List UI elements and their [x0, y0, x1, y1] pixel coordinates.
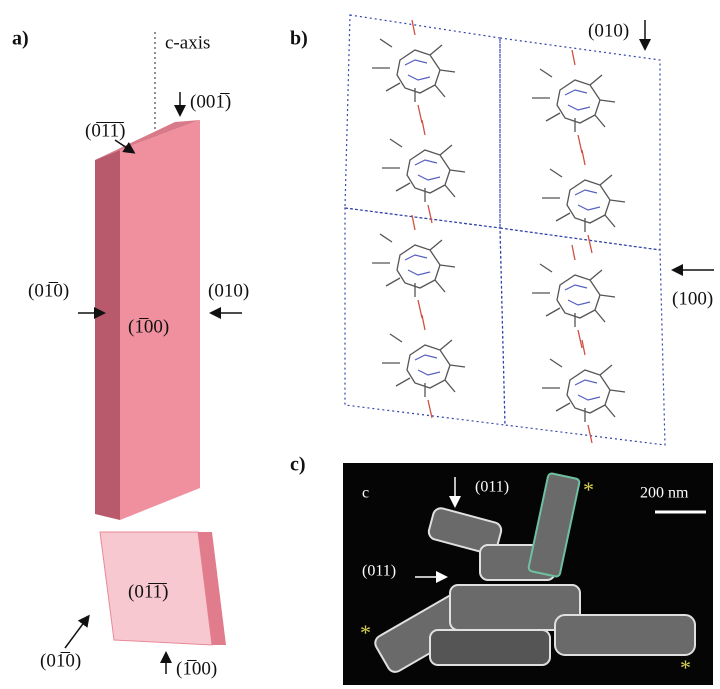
- molecule: [382, 315, 465, 418]
- miller-index: (0̅1̅1̅): [85, 120, 125, 141]
- marker: *: [360, 620, 371, 645]
- miller-index: (1̅00): [176, 658, 217, 679]
- direction-label: (100): [672, 288, 713, 309]
- scale-bar-label: 200 nm: [640, 485, 689, 502]
- page: {"panel_a": {"label": "a)", "axis_label"…: [0, 0, 720, 689]
- miller-index: (011): [362, 563, 396, 580]
- miller-index: (01̅0): [28, 280, 69, 301]
- axis-label: c-axis: [165, 32, 210, 53]
- panel-label: b): [290, 28, 308, 50]
- miller-index: (01̅0): [40, 650, 81, 671]
- miller-index: (010): [208, 280, 249, 301]
- miller-index: (01̅1̅): [128, 581, 168, 602]
- molecule: [532, 245, 615, 348]
- panel-label: a): [12, 28, 29, 50]
- arrow: [65, 617, 88, 648]
- miller-index: (1̅00): [128, 316, 169, 337]
- direction-label: (010): [588, 20, 629, 41]
- molecule: [532, 50, 615, 153]
- marker: *: [680, 655, 691, 680]
- crystal-side: [95, 150, 120, 520]
- molecule: [372, 215, 455, 318]
- molecule: [372, 20, 455, 123]
- figure: a) c-axis (0̅1̅1̅) (001̅) (01̅0) (010) (…: [0, 0, 720, 689]
- molecule: [542, 150, 625, 253]
- panel-label: c): [290, 454, 306, 476]
- marker: *: [583, 477, 594, 502]
- miller-index: (001̅): [190, 91, 231, 112]
- molecule: [382, 120, 465, 223]
- miller-index: (011): [475, 479, 509, 496]
- unit-cell: [500, 228, 665, 445]
- panel-corner-label: c: [362, 485, 369, 502]
- molecule: [542, 340, 625, 443]
